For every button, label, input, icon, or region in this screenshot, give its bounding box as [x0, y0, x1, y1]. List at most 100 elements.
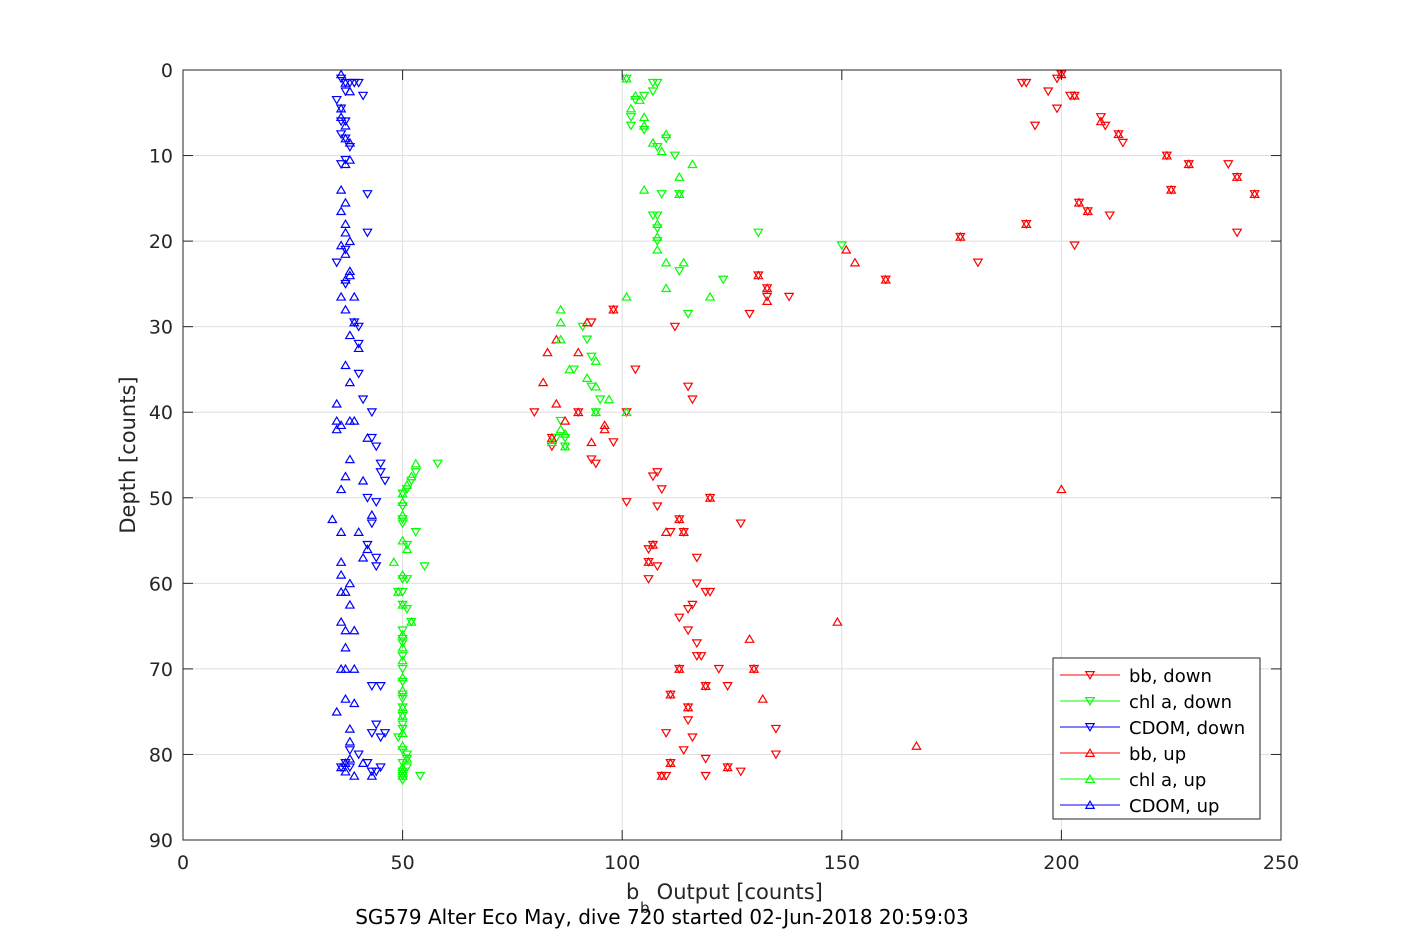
y-tick-label: 10: [149, 146, 173, 168]
data-point: [652, 468, 663, 478]
data-point: [344, 236, 356, 246]
data-point: [401, 605, 413, 614]
data-point: [340, 279, 351, 289]
data-point: [599, 424, 610, 434]
data-point: [335, 112, 347, 122]
data-point: [370, 553, 382, 563]
data-point: [340, 360, 351, 370]
data-point: [551, 398, 562, 408]
data-point: [665, 689, 676, 699]
data-point: [414, 771, 426, 781]
data-point: [366, 729, 378, 739]
data-point: [603, 394, 615, 404]
data-point: [660, 527, 672, 536]
data-point: [586, 455, 597, 465]
y-tick-label: 0: [161, 60, 173, 82]
data-point: [406, 476, 417, 486]
data-point: [340, 248, 351, 258]
data-point: [349, 770, 360, 780]
data-point: [555, 317, 566, 327]
data-point: [397, 599, 408, 609]
data-point: [1249, 189, 1260, 199]
data-point: [735, 767, 747, 777]
data-point: [344, 266, 356, 276]
data-point: [1069, 241, 1080, 251]
legend-box: [1052, 657, 1261, 820]
data-point: [660, 729, 672, 739]
data-point: [674, 613, 685, 623]
data-point: [691, 553, 703, 563]
data-point: [770, 724, 782, 734]
data-point: [344, 137, 356, 147]
y-tick-label: 70: [149, 659, 173, 681]
data-point: [744, 633, 755, 643]
data-point: [546, 437, 558, 447]
data-point: [704, 492, 716, 502]
data-point: [362, 190, 373, 200]
data-point: [327, 514, 338, 524]
data-point: [652, 237, 663, 247]
data-point: [761, 292, 773, 302]
data-point: [581, 317, 593, 327]
data-point: [652, 78, 663, 88]
data-point: [344, 753, 356, 763]
data-point: [625, 103, 637, 113]
data-point: [353, 527, 364, 536]
data-point: [555, 424, 566, 434]
x-tick-label: 100: [604, 852, 640, 874]
data-point: [660, 129, 672, 139]
data-point: [555, 334, 566, 344]
data-point: [340, 77, 351, 87]
data-point: [1223, 160, 1234, 170]
data-point: [682, 626, 694, 636]
data-point: [722, 682, 733, 691]
data-point: [340, 274, 351, 284]
data-point: [410, 458, 422, 468]
data-point: [344, 599, 356, 609]
x-axis-label-subscript: b: [640, 899, 650, 917]
data-point: [590, 407, 602, 417]
data-point: [340, 663, 351, 673]
data-point: [335, 184, 347, 194]
x-tick-label: 150: [824, 852, 860, 874]
data-point: [366, 519, 378, 529]
data-point: [335, 74, 347, 84]
data-point: [652, 143, 663, 152]
data-point: [753, 270, 764, 280]
data-point: [972, 258, 984, 268]
data-point: [331, 258, 342, 268]
data-point: [353, 322, 364, 332]
data-point: [366, 509, 378, 519]
legend-label: CDOM, down: [1129, 718, 1245, 739]
data-point: [353, 369, 364, 379]
data-point: [559, 441, 571, 451]
data-point: [340, 219, 351, 228]
data-point: [652, 219, 663, 228]
x-axis-label: b b Output [counts]: [626, 880, 823, 917]
data-point: [340, 245, 351, 255]
data-point: [669, 322, 681, 332]
data-points: [327, 69, 1260, 786]
data-point: [340, 758, 351, 767]
data-point: [397, 652, 408, 662]
data-point: [397, 766, 408, 776]
data-point: [401, 479, 413, 489]
data-point: [955, 231, 966, 241]
data-point: [647, 472, 659, 482]
data-point: [357, 758, 369, 767]
data-point: [546, 432, 558, 442]
data-point: [849, 257, 861, 267]
data-point: [674, 171, 685, 181]
data-point: [691, 639, 703, 649]
data-point: [586, 437, 597, 447]
x-tick-label: 50: [391, 852, 415, 874]
data-point: [722, 762, 733, 772]
data-point: [880, 274, 891, 284]
data-point: [713, 664, 725, 674]
y-tick-label: 40: [149, 402, 173, 424]
data-point: [344, 154, 356, 164]
data-point: [370, 562, 382, 572]
data-point: [370, 442, 382, 452]
data-point: [1113, 129, 1124, 139]
data-point: [735, 519, 747, 529]
